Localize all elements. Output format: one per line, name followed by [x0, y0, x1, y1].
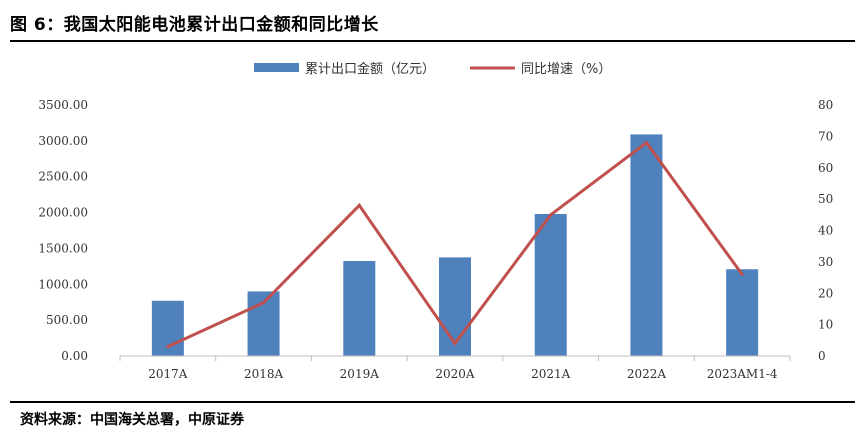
line-point: [357, 203, 361, 207]
figure-title: 图 6：我国太阳能电池累计出口金额和同比增长: [10, 15, 379, 35]
combo-chart: 累计出口金额（亿元） 同比增速（%） 0.00 500.00 1000.00 1500…: [38, 61, 833, 381]
legend-bar-label: 累计出口金额（亿元）: [305, 61, 435, 77]
x-axis: 2017A 2018A 2019A 2020A 2021A 2022A 2023AM1-4: [119, 356, 791, 381]
x-tick-label: 2017A: [148, 367, 188, 381]
bar: [630, 134, 663, 356]
right-tick-label: 30: [818, 255, 833, 269]
source-note: 资料来源：中国海关总署，中原证券: [20, 412, 244, 428]
top-rule: [10, 40, 855, 42]
bar: [726, 269, 759, 356]
line-point: [549, 213, 553, 217]
line-point: [262, 301, 266, 305]
right-tick-label: 20: [818, 286, 833, 300]
left-axis: 0.00 500.00 1000.00 1500.00 2000.00 2500.00 30…: [38, 98, 88, 363]
right-tick-label: 80: [818, 98, 833, 112]
line-series: [166, 140, 744, 349]
bottom-rule: [10, 401, 855, 403]
left-tick-label: 500.00: [46, 313, 88, 327]
line-point: [740, 272, 744, 276]
right-tick-label: 60: [818, 161, 833, 175]
legend: 累计出口金额（亿元） 同比增速（%）: [254, 61, 611, 77]
line-point: [166, 345, 170, 349]
bar: [439, 257, 471, 356]
x-tick-label: 2019A: [340, 367, 380, 381]
bar: [343, 260, 376, 356]
left-tick-label: 0.00: [61, 349, 88, 363]
line-point: [644, 141, 648, 145]
x-tick-label: 2018A: [244, 367, 284, 381]
x-tick-label: 2021A: [531, 367, 571, 381]
right-tick-label: 10: [818, 318, 833, 332]
left-tick-label: 3500.00: [38, 98, 88, 112]
right-tick-label: 70: [818, 129, 833, 143]
line-point: [453, 341, 457, 345]
right-tick-label: 40: [818, 224, 833, 238]
right-axis: 0 10 20 30 40 50 60 70 80: [818, 98, 833, 363]
left-tick-label: 3000.00: [38, 134, 88, 148]
left-tick-label: 1000.00: [38, 277, 88, 291]
x-tick-label: 2023AM1-4: [707, 367, 778, 381]
x-tick-label: 2020A: [435, 367, 475, 381]
bar: [534, 214, 567, 356]
left-tick-label: 2500.00: [38, 170, 88, 184]
x-tick-label: 2022A: [627, 367, 667, 381]
legend-line-label: 同比增速（%）: [521, 62, 611, 77]
right-tick-label: 0: [818, 349, 826, 363]
legend-bar-swatch: [254, 63, 299, 72]
right-tick-label: 50: [818, 192, 833, 206]
left-tick-label: 1500.00: [38, 241, 88, 255]
left-tick-label: 2000.00: [38, 206, 88, 220]
bar-series: [151, 134, 759, 356]
